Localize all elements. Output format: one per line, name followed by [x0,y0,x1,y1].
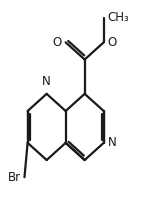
Text: Br: Br [7,171,20,184]
Text: O: O [52,36,62,49]
Text: N: N [42,75,51,88]
Text: N: N [108,136,116,149]
Text: CH₃: CH₃ [108,11,129,24]
Text: O: O [108,36,117,49]
